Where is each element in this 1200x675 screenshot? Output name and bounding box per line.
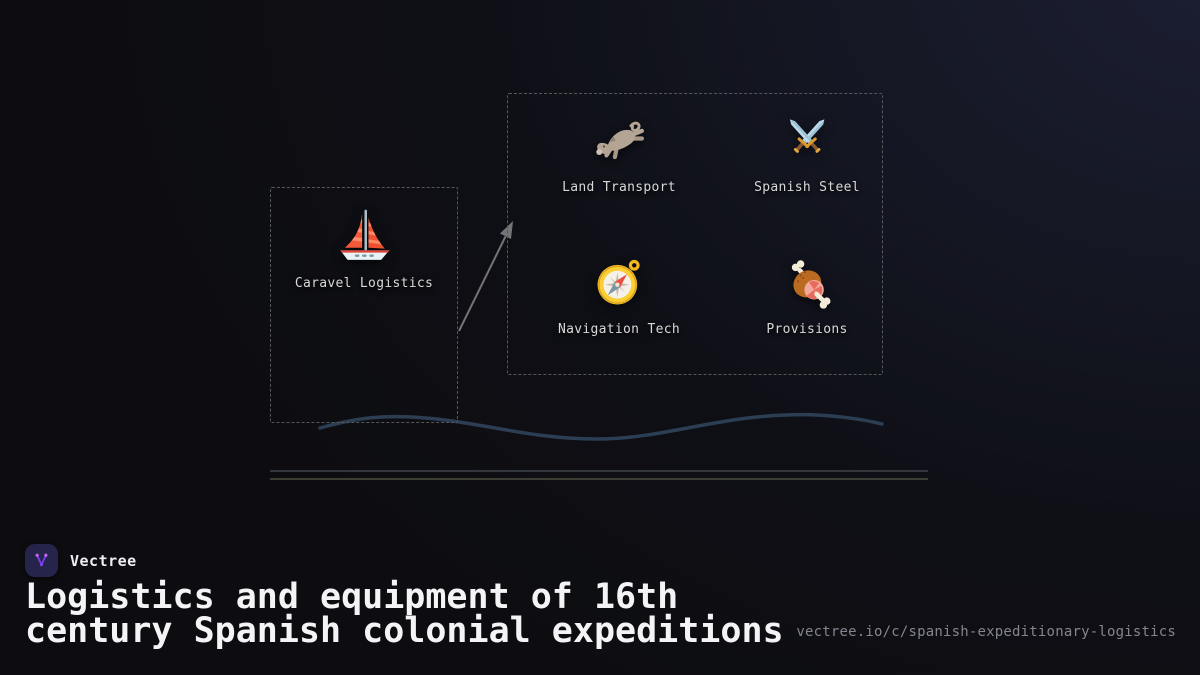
node-label: Land Transport [562,180,676,195]
arrow-line [458,236,507,332]
compass-icon [592,256,646,310]
pack-animal-icon [592,114,646,168]
divider-line-bottom [270,478,928,480]
equipment-group-box [507,93,883,375]
node-navigation-tech[interactable]: Navigation Tech [558,256,680,337]
page-title: Logistics and equipment of 16th century … [25,577,784,651]
share-url[interactable]: vectree.io/c/spanish-expeditionary-logis… [796,624,1176,640]
node-provisions[interactable]: Provisions [766,256,847,337]
node-land-transport[interactable]: Land Transport [562,114,676,195]
caravel-group-box [270,187,458,423]
node-label: Navigation Tech [558,322,680,337]
node-caravel-logistics[interactable]: Caravel Logistics [295,206,433,291]
brand-name: Vectree [70,551,137,570]
meat-on-bone-icon [780,256,834,310]
node-label: Provisions [766,322,848,337]
brand[interactable]: Vectree [25,544,137,577]
vectree-logo-icon [25,544,58,577]
node-label: Spanish Steel [754,180,860,195]
crossed-swords-icon [780,114,834,168]
sailboat-icon [335,206,393,264]
divider-line-top [270,470,928,472]
node-spanish-steel[interactable]: Spanish Steel [754,114,860,195]
node-label: Caravel Logistics [294,276,434,291]
